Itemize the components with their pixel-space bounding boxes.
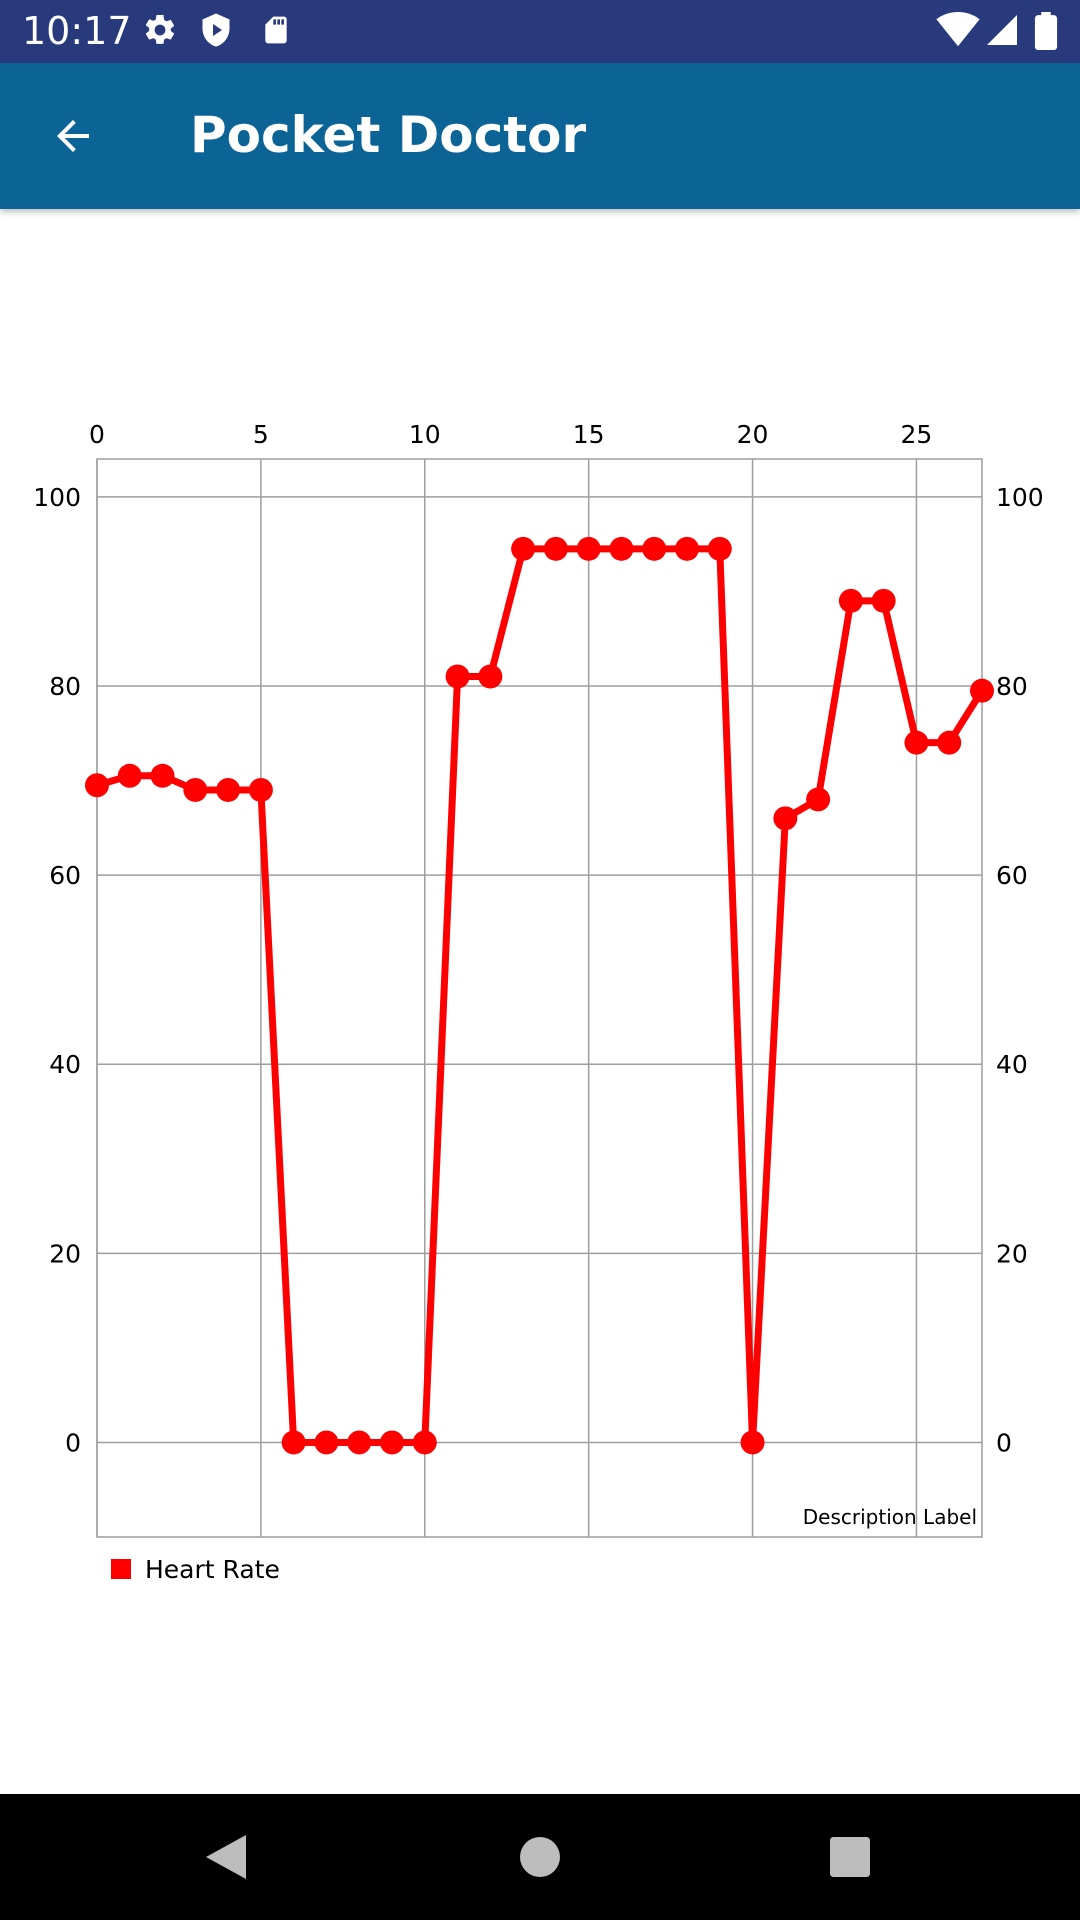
page-title: Pocket Doctor (190, 106, 587, 164)
data-point (445, 664, 470, 689)
x-tick-label: 25 (901, 420, 933, 449)
nav-home-button[interactable] (508, 1825, 572, 1889)
app-bar: Pocket Doctor (0, 63, 1080, 209)
battery-icon (1034, 12, 1058, 50)
data-point (970, 678, 994, 703)
data-point (904, 730, 929, 755)
y-tick-label-right: 80 (996, 672, 1028, 701)
y-tick-label-right: 60 (996, 861, 1028, 890)
nav-back-button[interactable] (194, 1825, 258, 1889)
gear-icon (145, 14, 175, 44)
data-point (314, 1430, 339, 1455)
legend-swatch (111, 1559, 131, 1579)
nav-recents-button[interactable] (818, 1825, 882, 1889)
y-tick-label-right: 0 (996, 1428, 1012, 1457)
x-tick-label: 20 (737, 420, 769, 449)
sd-card-icon (265, 16, 287, 44)
legend-label: Heart Rate (145, 1555, 280, 1584)
data-point (675, 536, 699, 561)
data-point (871, 588, 896, 613)
y-tick-label-right: 40 (996, 1050, 1028, 1079)
arrow-back-icon (57, 120, 89, 152)
status-bar: 10:17 (0, 0, 1080, 63)
y-tick-label-left: 80 (49, 672, 81, 701)
x-tick-label: 0 (89, 420, 105, 449)
data-point (740, 1430, 765, 1455)
data-point (281, 1430, 306, 1455)
x-tick-label: 15 (573, 420, 605, 449)
heart-rate-chart: 0 0 20 20 40 40 60 60 80 80 100 100 0 5 10 15 20 25 Descri… (0, 209, 1080, 1794)
data-point (609, 536, 634, 561)
x-tick-label: 5 (253, 420, 269, 449)
data-point (85, 773, 109, 798)
shield-icon (202, 13, 230, 47)
data-point (248, 777, 273, 802)
x-tick-label: 10 (409, 420, 441, 449)
status-time: 10:17 (22, 9, 132, 53)
data-point (117, 763, 142, 788)
data-point (806, 787, 831, 812)
series-line (96, 545, 985, 1446)
chart-svg: 0 0 20 20 40 40 60 60 80 80 100 100 0 5 10 15 20 25 Descri… (33, 420, 1044, 1584)
data-point (183, 777, 208, 802)
cell-signal-icon (987, 15, 1017, 45)
home-circle-icon (520, 1837, 560, 1877)
y-tick-label-left: 40 (49, 1050, 81, 1079)
y-tick-label-left: 60 (49, 861, 81, 890)
data-point (150, 763, 175, 788)
y-tick-label-left: 0 (65, 1428, 81, 1457)
data-point (707, 536, 732, 561)
back-button[interactable] (28, 100, 118, 172)
data-point (773, 806, 798, 831)
y-tick-label-left: 20 (49, 1239, 81, 1268)
recents-square-icon (830, 1837, 870, 1877)
data-point (543, 536, 568, 561)
data-point (380, 1430, 404, 1455)
chart-description-label: Description Label (803, 1505, 977, 1529)
data-point (937, 730, 962, 755)
data-point (576, 536, 601, 561)
y-tick-label-left: 100 (33, 483, 81, 512)
wifi-icon (936, 12, 980, 47)
data-point (412, 1430, 437, 1455)
data-point (216, 777, 241, 802)
system-nav-bar (0, 1794, 1080, 1920)
data-point (838, 588, 863, 613)
y-tick-label-right: 100 (996, 483, 1044, 512)
data-point (478, 664, 503, 689)
back-triangle-icon (206, 1835, 246, 1879)
data-point (511, 536, 536, 561)
data-point (642, 536, 667, 561)
data-point (347, 1430, 372, 1455)
y-tick-label-right: 20 (996, 1239, 1028, 1268)
